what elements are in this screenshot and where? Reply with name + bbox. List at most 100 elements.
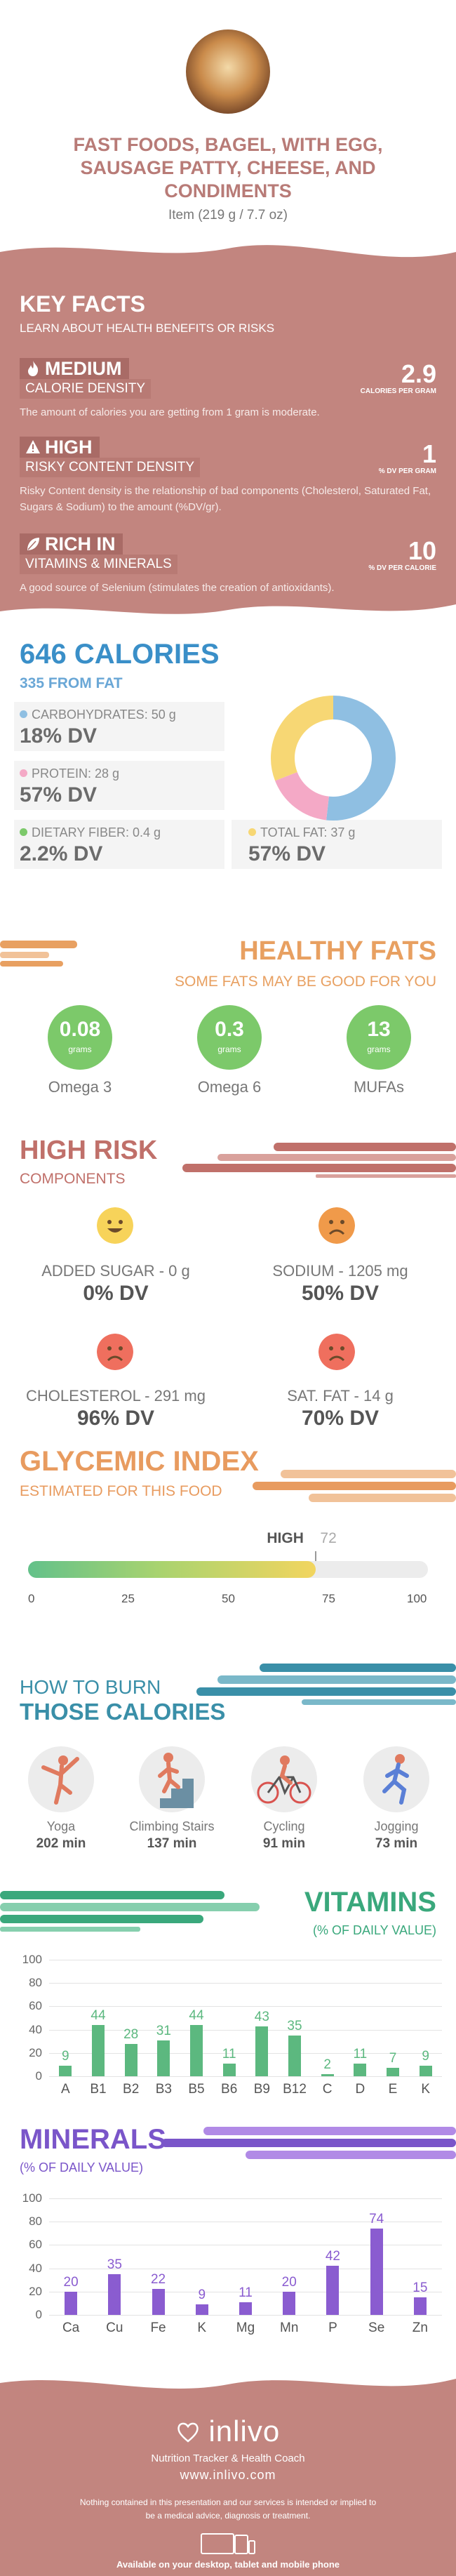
vitamin-bar-value-B3: 31	[156, 2023, 171, 2038]
decor-stripes	[0, 941, 77, 967]
sodium-dv: 50% DV	[301, 1282, 380, 1305]
footer-url[interactable]: www.inlivo.com	[180, 2468, 276, 2482]
vitamin-category-label-E: E	[388, 2082, 398, 2097]
fiber-label: DIETARY FIBER: 0.4 g	[32, 825, 161, 839]
carbs-dv: 18% DV	[20, 724, 98, 748]
vitamin-category-label-B3: B3	[155, 2082, 172, 2097]
vitamin-bar-A	[59, 2066, 72, 2076]
mineral-bar-Se	[370, 2229, 383, 2315]
mineral-category-label-Ca: Ca	[62, 2321, 80, 2335]
footer-tagline: Nutrition Tracker & Health Coach	[151, 2452, 305, 2464]
vitamins-minerals-description: A good source of Selenium (stimulates th…	[20, 582, 335, 594]
glycemic-subtitle: ESTIMATED FOR THIS FOOD	[20, 1483, 222, 1499]
calorie-density-label: CALORIE DENSITY	[20, 379, 152, 399]
vitamin-bar-value-B9: 43	[254, 2009, 269, 2024]
decor-stripes	[253, 1470, 456, 1502]
key-facts-title: KEY FACTS	[20, 291, 145, 317]
vitamins-minerals-label: VITAMINS & MINERALS	[20, 555, 177, 574]
added-sugar-dv: 0% DV	[83, 1282, 149, 1305]
mufas-value: 13	[367, 1018, 391, 1041]
stairs-icon	[139, 1746, 205, 1812]
high-risk-subtitle: COMPONENTS	[20, 1171, 126, 1187]
mineral-category-label-Zn: Zn	[412, 2321, 428, 2335]
healthy-fats-section: HEALTHY FATS SOME FATS MAY BE GOOD FOR Y…	[0, 919, 456, 1123]
calories-from-fat: 335 FROM FAT	[20, 675, 123, 691]
yoga-minutes: 202 min	[36, 1836, 86, 1851]
glycemic-fill	[28, 1561, 316, 1578]
high-risk-title: HIGH RISK	[20, 1136, 158, 1165]
vitamin-bar-value-B6: 11	[222, 2046, 236, 2062]
vitamin-bar-E	[387, 2068, 399, 2076]
vitamins-bar-chart: 0 20 40 60 80 100 9 A 44 B1 28 B2 31 B3 44 B5 11 B6 43 B9 35…	[0, 1951, 456, 2120]
vitamin-grid-line	[49, 2029, 442, 2031]
vitamin-bar-K	[419, 2066, 432, 2076]
warning-icon	[26, 440, 40, 453]
fiber-dot	[20, 828, 27, 836]
calorie-density-value: 2.9	[401, 359, 436, 388]
risky-content-unit: % DV PER GRAM	[378, 467, 436, 475]
vitamins-title: VITAMINS	[304, 1887, 436, 1918]
food-title: FAST FOODS, BAGEL, WITH EGG, SAUSAGE PAT…	[73, 134, 383, 201]
footer: inlivo Nutrition Tracker & Health Coach …	[0, 2365, 456, 2576]
vitamin-category-label-D: D	[355, 2082, 366, 2097]
mineral-bar-value-Zn: 15	[413, 2280, 428, 2296]
cycling-icon	[251, 1746, 317, 1812]
sodium-label: SODIUM - 1205 mg	[272, 1262, 408, 1280]
calories-title: 646 CALORIES	[20, 639, 220, 670]
minerals-bar-chart: 0 20 40 60 80 100 20 Ca 35 Cu 22 Fe 9 K 11 Mg 20 Mn 42 P 74 S…	[0, 2190, 456, 2358]
carbs-dot	[20, 710, 27, 718]
glycemic-level: HIGH	[267, 1530, 304, 1546]
added-sugar-label: ADDED SUGAR - 0 g	[41, 1262, 190, 1280]
wave-divider	[0, 231, 456, 258]
omega6-unit: grams	[217, 1044, 241, 1054]
vitamins-minerals-value: 10	[408, 536, 436, 565]
calorie-density-tag: MEDIUM CALORIE DENSITY	[20, 358, 244, 399]
vitamin-bar-D	[354, 2063, 367, 2076]
vitamin-y-tick-label: 60	[29, 1999, 42, 2013]
mineral-bar-Zn	[413, 2297, 427, 2315]
vitamin-bar-value-K: 9	[422, 2049, 429, 2064]
omega6-label: Omega 6	[197, 1078, 262, 1096]
vitamin-category-label-B5: B5	[188, 2082, 205, 2097]
flame-icon	[28, 361, 39, 376]
glycemic-tick: 50	[222, 1592, 235, 1605]
mineral-category-label-Cu: Cu	[106, 2321, 123, 2335]
yoga-label: Yoga	[46, 1819, 76, 1833]
stairs-label: Climbing Stairs	[129, 1819, 215, 1833]
stairs-minutes: 137 min	[147, 1836, 197, 1851]
cholesterol-dv: 96% DV	[76, 1407, 155, 1430]
jogging-minutes: 73 min	[375, 1836, 418, 1851]
protein-dot	[20, 769, 27, 777]
glycemic-marker	[315, 1551, 317, 1561]
mineral-y-tick-label: 20	[29, 2284, 42, 2298]
vitamin-bar-value-B1: 44	[90, 2007, 106, 2023]
healthy-fats-subtitle: SOME FATS MAY BE GOOD FOR YOU	[174, 974, 436, 990]
mineral-bar-Fe	[152, 2289, 165, 2315]
food-serving: Item (219 g / 7.7 oz)	[168, 208, 288, 223]
risky-content-value: 1	[422, 439, 436, 468]
cholesterol-label: CHOLESTEROL - 291 mg	[26, 1387, 206, 1405]
vitamin-category-label-B12: B12	[283, 2082, 307, 2097]
risky-content-description: Risky Content density is the relationshi…	[20, 485, 431, 513]
fiber-box: DIETARY FIBER: 0.4 g 2.2% DV	[14, 820, 224, 869]
donut-slice-carbs	[271, 696, 334, 781]
mineral-bar-value-Ca: 20	[63, 2274, 79, 2290]
risky-content-level: HIGH	[45, 437, 93, 458]
donut-slice-protein	[275, 771, 330, 821]
mineral-bar-value-Cu: 35	[107, 2257, 122, 2272]
leaf-icon	[27, 538, 39, 550]
risky-content-label: RISKY CONTENT DENSITY	[20, 458, 201, 477]
mineral-bar-K	[195, 2304, 208, 2315]
mineral-category-label-Mn: Mn	[280, 2321, 299, 2335]
cycling-minutes: 91 min	[262, 1836, 306, 1851]
calories-section: 646 CALORIES 335 FROM FAT CARBOHYDRATES:…	[0, 625, 456, 919]
sad-face-icon	[318, 1207, 355, 1244]
header: FAST FOODS, BAGEL, WITH EGG, SAUSAGE PAT…	[0, 0, 456, 232]
calorie-density-description: The amount of calories you are getting f…	[20, 406, 320, 418]
fat-dot	[248, 828, 256, 836]
vitamin-grid-line	[49, 2006, 442, 2007]
mineral-y-tick-label: 0	[35, 2308, 42, 2321]
protein-label: PROTEIN: 28 g	[32, 766, 120, 781]
fat-box: TOTAL FAT: 37 g 57% DV	[232, 820, 442, 869]
mineral-bar-Ca	[65, 2291, 78, 2315]
